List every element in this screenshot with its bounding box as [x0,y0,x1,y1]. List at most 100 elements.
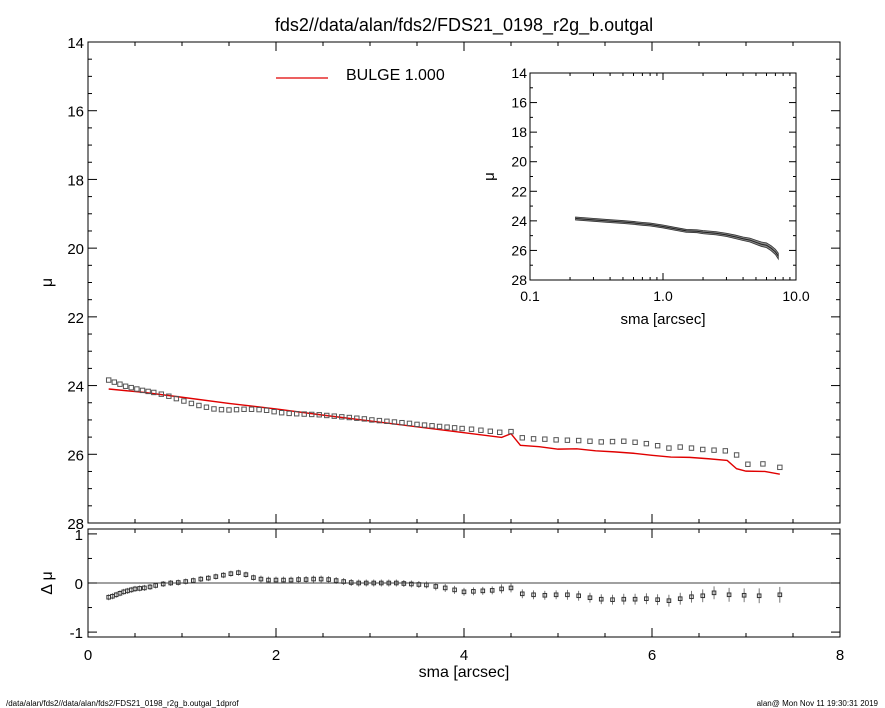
main-y-tick-label: 28 [67,516,84,533]
residual-point [266,577,271,583]
data-point [309,411,315,418]
residual-point [333,578,339,583]
data-point [621,438,627,444]
main-y-tick-label: 16 [67,104,84,121]
x-tick-label: 6 [648,647,656,664]
data-point [444,424,450,430]
residual-point [461,589,467,595]
residual-point [213,574,219,579]
data-point [508,428,514,435]
residual-point [610,597,615,602]
residual-point [433,584,439,589]
inset-x-tick-label: 1.0 [653,288,673,304]
data-point [459,425,465,432]
data-point [399,419,405,426]
residual-point [655,597,660,602]
main-panel: 14 16 18 20 22 24 26 28 μ [39,35,841,533]
residual-point [424,582,429,588]
residual-point [142,585,147,591]
residual-point [489,588,495,593]
inset-y-tick-label: 22 [511,183,527,199]
residual-point [644,596,649,602]
residual-point [499,586,504,592]
inset-x-axis-label: sma [arcsec] [620,311,705,328]
residual-point [296,577,301,582]
data-point [173,395,180,402]
residual-point [288,577,294,583]
data-point [632,439,638,445]
data-point [429,423,435,429]
data-point [181,398,187,404]
inset-y-tick-label: 14 [511,65,527,81]
data-point [711,447,717,453]
residual-point [243,572,249,577]
inset-plot-frame [529,72,797,281]
bulge-model-line [108,388,780,475]
residual-point [700,593,706,599]
data-point [134,386,140,392]
data-point [354,415,360,421]
residual-point [542,592,548,598]
inset-profile-line [575,217,779,257]
residual-point [394,580,399,586]
residual-point [251,575,256,580]
residual-point [711,590,717,596]
inset-y-tick-label: 20 [511,154,527,170]
data-point [391,419,398,425]
residual-point [341,579,346,584]
data-point [346,414,353,421]
inset-y-tick-label: 26 [511,242,527,258]
residual-point [273,577,279,583]
residual-point [442,585,448,591]
residual-point [348,580,354,585]
data-point [760,461,766,467]
data-point [293,411,300,417]
main-y-axis-label: μ [39,278,56,287]
data-point [271,408,277,415]
page-title: fds2//data/alan/fds2/FDS21_0198_r2g_b.ou… [275,15,653,36]
footer-right: alan@ Mon Nov 11 19:30:31 2019 [757,699,879,708]
data-point [654,442,661,449]
data-point [316,412,322,418]
data-point [376,417,383,424]
x-tick-label: 2 [272,647,280,664]
residual-point [621,596,627,602]
data-point [700,446,706,453]
x-tick-label: 8 [836,647,844,664]
data-point [384,418,390,425]
residual-point [519,591,525,597]
data-point [609,438,616,445]
main-y-tick-label: 26 [67,447,84,464]
data-point [745,461,751,467]
residual-point [153,583,158,588]
data-point [598,439,604,445]
data-point [339,414,345,420]
data-point [122,383,129,389]
residual-point [258,576,264,582]
residual-point [598,596,604,602]
residual-point [632,596,638,602]
data-point [226,407,232,413]
inset-y-axis-label: μ [481,172,498,181]
residual-point [198,576,204,582]
residual-point [236,570,241,575]
legend-label: BULGE 1.000 [346,67,445,84]
data-point [203,404,210,410]
residual-point [363,580,369,586]
data-point [369,417,375,423]
data-point [128,384,134,391]
data-point [324,412,330,419]
data-point [331,413,337,419]
inset-panel: 14 16 18 20 22 24 26 280.1 1.0 10.0 sma [arcsec] μ [481,65,810,328]
data-point [406,420,413,427]
residual-point [741,592,747,598]
data-point [111,379,118,385]
data-point [777,464,783,471]
data-point [263,407,270,414]
residual-point [553,592,559,598]
residual-point [206,575,211,581]
data-point [301,411,307,417]
residual-point [168,580,174,586]
data-point [688,445,695,451]
residual-point [303,577,309,582]
